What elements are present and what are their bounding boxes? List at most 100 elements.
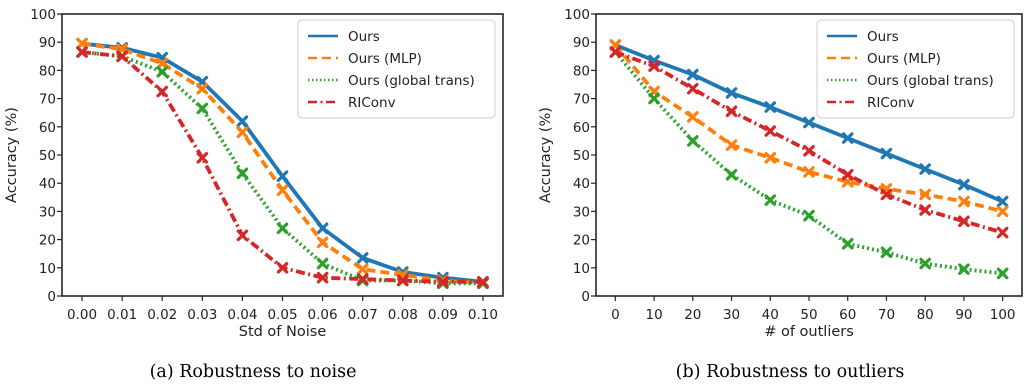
x-tick-label: 0.06 xyxy=(308,307,338,323)
data-point-marker xyxy=(764,152,777,164)
y-tick-label: 90 xyxy=(39,35,56,51)
data-point-marker xyxy=(196,82,209,95)
x-marker xyxy=(276,170,289,182)
data-point-marker xyxy=(236,115,249,127)
data-point-marker xyxy=(316,236,329,249)
figure-caption: (b) Robustness to outliers xyxy=(676,362,905,382)
x-tick-label: 0.08 xyxy=(388,307,418,323)
data-point-marker xyxy=(156,57,169,70)
data-point-marker xyxy=(276,222,289,235)
x-marker xyxy=(687,135,699,147)
legend-item: Ours xyxy=(827,29,899,45)
legend-label: Ours xyxy=(867,29,899,45)
x-marker xyxy=(196,82,209,95)
data-point-marker xyxy=(958,215,970,228)
x-marker xyxy=(76,37,88,50)
y-tick-label: 100 xyxy=(30,7,56,23)
data-point-marker xyxy=(919,257,931,270)
x-marker xyxy=(764,125,777,137)
series-ours-mlp xyxy=(609,39,1009,218)
chart-panel-noise: 0 10 20 30 40 50 60 70 80 90 100 0.00 0.01 0.02 0.03 0.… xyxy=(4,7,504,382)
data-point-marker xyxy=(356,252,369,264)
series-line xyxy=(613,43,1004,214)
x-marker xyxy=(803,209,815,222)
y-tick-label: 50 xyxy=(39,148,56,164)
legend: Ours Ours (MLP) Ours (global trans) RIConv xyxy=(297,19,496,119)
data-point-marker xyxy=(841,168,854,181)
legend-item: Ours (global trans) xyxy=(308,73,475,89)
x-marker xyxy=(880,147,893,160)
figure-caption: (a) Robustness to noise xyxy=(150,362,357,382)
x-tick-label: 10 xyxy=(645,307,662,323)
y-tick-label: 30 xyxy=(573,204,590,220)
data-point-marker xyxy=(236,229,249,242)
data-point-marker xyxy=(958,178,970,191)
x-marker xyxy=(725,139,738,151)
data-point-marker xyxy=(316,257,329,270)
y-tick-label: 80 xyxy=(573,63,590,79)
series-riconv xyxy=(609,46,1009,239)
x-tick-label: 0.04 xyxy=(227,307,257,323)
data-point-marker xyxy=(996,267,1009,280)
legend-item: Ours (global trans) xyxy=(827,73,994,89)
x-marker xyxy=(196,102,209,115)
data-point-marker xyxy=(276,184,289,197)
data-point-marker xyxy=(725,168,738,181)
data-point-marker xyxy=(609,46,622,58)
y-tick-label: 80 xyxy=(39,63,56,79)
data-point-marker xyxy=(958,263,970,276)
x-marker xyxy=(316,271,329,284)
x-marker xyxy=(156,66,169,78)
x-marker xyxy=(919,257,931,270)
x-marker xyxy=(958,195,970,208)
legend-item: Ours xyxy=(308,29,380,45)
data-point-marker xyxy=(236,167,249,180)
data-point-marker xyxy=(156,85,169,98)
y-tick-label: 40 xyxy=(573,176,590,192)
x-marker xyxy=(276,262,289,274)
data-point-marker xyxy=(996,195,1009,208)
legend-label: RIConv xyxy=(867,95,915,111)
legend-label: Ours (MLP) xyxy=(867,51,941,67)
x-marker xyxy=(996,195,1009,208)
x-tick-label: 60 xyxy=(839,307,856,323)
x-marker xyxy=(764,101,777,113)
x-marker xyxy=(648,60,660,72)
data-point-marker xyxy=(764,101,777,113)
x-marker xyxy=(316,222,329,235)
x-marker xyxy=(356,273,369,285)
x-tick-label: 30 xyxy=(723,307,740,323)
x-marker xyxy=(958,215,970,228)
x-marker xyxy=(996,226,1009,239)
legend-item: Ours (MLP) xyxy=(827,51,941,67)
data-point-marker xyxy=(919,204,931,216)
legend-item: Ours (MLP) xyxy=(308,51,422,67)
x-marker xyxy=(477,276,489,288)
x-marker xyxy=(958,263,970,276)
data-point-marker xyxy=(880,188,893,201)
x-tick-label: 20 xyxy=(684,307,701,323)
y-tick-label: 20 xyxy=(573,233,590,249)
data-point-marker xyxy=(687,68,699,81)
legend-label: Ours (global trans) xyxy=(867,73,994,89)
x-marker xyxy=(725,168,738,181)
y-tick-label: 70 xyxy=(573,92,590,108)
legend-label: RIConv xyxy=(348,95,396,111)
legend: Ours Ours (MLP) Ours (global trans) RIConv xyxy=(816,19,1015,119)
y-tick-label: 60 xyxy=(39,120,56,136)
x-marker xyxy=(687,68,699,81)
x-marker xyxy=(687,82,699,95)
x-tick-label: 0.02 xyxy=(147,307,177,323)
data-point-marker xyxy=(316,222,329,235)
data-point-marker xyxy=(396,274,409,287)
data-point-marker xyxy=(236,126,249,139)
x-marker xyxy=(156,85,169,98)
data-point-marker xyxy=(880,147,893,160)
data-point-marker xyxy=(996,226,1009,239)
x-marker xyxy=(437,276,449,288)
x-axis-label: # of outliers xyxy=(764,324,854,340)
y-tick-label: 10 xyxy=(573,261,590,277)
x-marker xyxy=(236,229,249,242)
x-tick-label: 90 xyxy=(955,307,972,323)
